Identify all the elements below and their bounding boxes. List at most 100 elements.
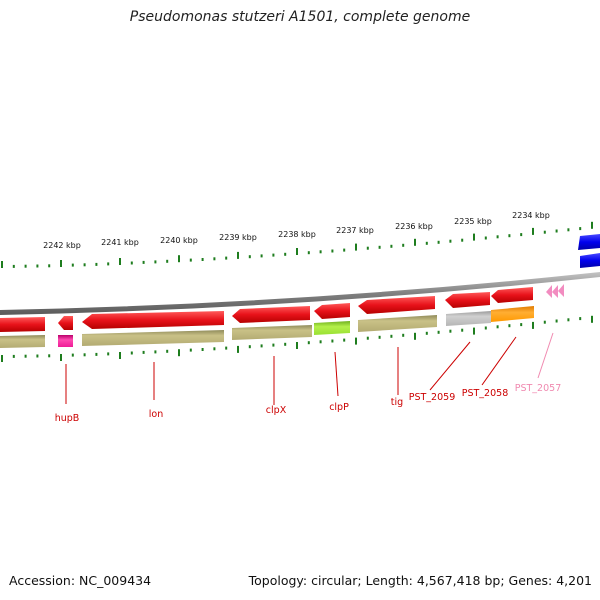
- scale-minor-tick: [366, 336, 369, 340]
- cog-bar-PST_2058: [491, 306, 534, 322]
- gene-label-tig[interactable]: tig: [391, 397, 403, 408]
- scale-minor-tick: [390, 244, 393, 248]
- scale-minor-tick: [307, 251, 310, 255]
- map-title: Pseudomonas stutzeri A1501, complete gen…: [129, 9, 471, 25]
- scale-minor-tick: [201, 348, 204, 351]
- scale-minor-tick: [48, 264, 51, 268]
- scale-minor-tick: [166, 259, 169, 263]
- scale-minor-tick: [48, 354, 51, 358]
- scale-major-tick: [355, 337, 357, 345]
- scale-minor-tick: [378, 245, 381, 249]
- gene-label-clpX[interactable]: clpX: [266, 405, 287, 416]
- scale-minor-tick: [319, 250, 322, 254]
- scale-minor-tick: [24, 354, 27, 358]
- scale-minor-tick: [36, 264, 39, 268]
- gene-labels: hupB lon clpX clpP tig PST_2059 PST_2058…: [55, 383, 562, 424]
- blue-feature-lower[interactable]: [580, 253, 600, 268]
- scale-minor-tick: [425, 241, 428, 245]
- scale-label: 2235 kbp: [454, 217, 492, 226]
- scale-label: 2241 kbp: [101, 238, 139, 247]
- scale-major-tick: [355, 243, 357, 251]
- cog-bar-lon: [82, 330, 224, 346]
- scale-minor-tick: [225, 256, 228, 260]
- scale-major-tick: [237, 345, 239, 353]
- accession-text: Accession: NC_009434: [9, 573, 152, 588]
- gene-arrow-clpP[interactable]: [314, 303, 350, 319]
- gene-arrow-left-edge[interactable]: [0, 317, 45, 332]
- scale-minor-tick: [543, 230, 546, 234]
- scale-minor-tick: [107, 262, 110, 266]
- scale-label: 2237 kbp: [336, 226, 374, 235]
- gene-arrow-lon[interactable]: [82, 311, 224, 329]
- scale-label: 2234 kbp: [512, 211, 550, 220]
- scale-track-upper: [1, 221, 593, 268]
- gene-label-PST_2058[interactable]: PST_2058: [462, 388, 509, 399]
- scale-major-tick: [532, 227, 534, 235]
- scale-major-tick: [591, 315, 593, 323]
- scale-minor-tick: [12, 354, 15, 358]
- scale-minor-tick: [425, 331, 428, 335]
- gene-label-hupB[interactable]: hupB: [55, 413, 80, 424]
- scale-minor-tick: [189, 258, 192, 262]
- scale-minor-tick: [95, 262, 98, 266]
- gene-label-PST_2057[interactable]: PST_2057: [515, 383, 562, 394]
- blue-feature-upper[interactable]: [578, 234, 600, 250]
- scale-minor-tick: [71, 353, 74, 357]
- scale-minor-tick: [331, 339, 334, 343]
- scale-major-tick: [1, 261, 3, 268]
- scale-major-tick: [119, 352, 121, 359]
- scale-minor-tick: [390, 334, 393, 338]
- scale-label: 2242 kbp: [43, 241, 81, 250]
- scale-major-tick: [1, 355, 3, 362]
- cog-bar-PST_2059: [446, 311, 491, 326]
- scale-minor-tick: [272, 253, 275, 257]
- scale-minor-tick: [260, 254, 263, 258]
- gene-arrow-clpX[interactable]: [232, 306, 310, 323]
- gene-arrow-PST_2058[interactable]: [491, 287, 533, 303]
- scale-minor-tick: [579, 317, 582, 321]
- scale-minor-tick: [437, 240, 440, 244]
- label-leaders: [65, 332, 554, 405]
- scale-minor-tick: [107, 352, 110, 356]
- scale-major-tick: [296, 342, 298, 349]
- scale-major-tick: [532, 321, 534, 329]
- scale-minor-tick: [520, 323, 523, 327]
- scale-minor-tick: [555, 319, 558, 323]
- gene-label-clpP[interactable]: clpP: [329, 402, 349, 413]
- scale-major-tick: [60, 354, 62, 361]
- cog-bar-clpX: [232, 325, 312, 340]
- scale-label: 2239 kbp: [219, 233, 257, 242]
- scale-minor-tick: [95, 352, 98, 356]
- scale-minor-tick: [343, 248, 346, 252]
- gene-label-lon[interactable]: lon: [149, 409, 163, 420]
- cog-bar-tig: [358, 315, 437, 332]
- gene-arrow-tig[interactable]: [358, 296, 435, 314]
- gene-arrow-hupB[interactable]: [58, 316, 73, 330]
- scale-label: 2240 kbp: [160, 236, 198, 245]
- scale-minor-tick: [555, 229, 558, 233]
- scale-minor-tick: [12, 264, 15, 268]
- scale-minor-tick: [130, 351, 133, 355]
- scale-minor-tick: [508, 324, 511, 328]
- scale-minor-tick: [484, 326, 487, 330]
- scale-minor-tick: [201, 258, 204, 261]
- scale-minor-tick: [213, 347, 216, 351]
- scale-track-lower: [1, 315, 593, 362]
- scale-minor-tick: [142, 260, 145, 264]
- scale-minor-tick: [166, 349, 169, 353]
- gene-arrow-PST_2057[interactable]: [546, 284, 564, 298]
- scale-major-tick: [414, 332, 416, 340]
- scale-major-tick: [237, 251, 239, 259]
- scale-minor-tick: [248, 255, 251, 259]
- scale-minor-tick: [213, 257, 216, 261]
- scale-major-tick: [591, 221, 593, 229]
- gene-label-PST_2059[interactable]: PST_2059: [409, 392, 456, 403]
- leader-PST_2059: [429, 341, 471, 391]
- gene-arrows: [0, 287, 533, 332]
- scale-minor-tick: [83, 353, 86, 357]
- leader-clpP: [334, 351, 339, 397]
- scale-minor-tick: [402, 333, 405, 337]
- gene-arrow-PST_2059[interactable]: [445, 292, 490, 308]
- genome-summary-text: Topology: circular; Length: 4,567,418 bp…: [248, 573, 592, 588]
